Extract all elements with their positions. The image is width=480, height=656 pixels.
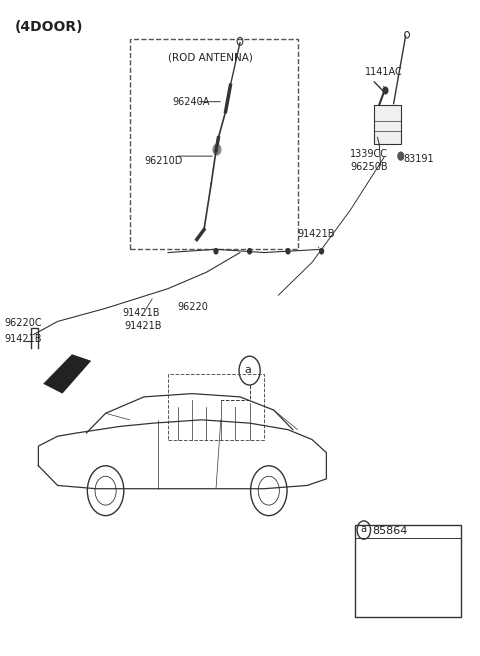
Text: 83191: 83191: [403, 154, 434, 164]
Circle shape: [213, 144, 221, 155]
Circle shape: [320, 249, 324, 254]
Text: 96240A: 96240A: [173, 96, 210, 107]
Text: 1339CC: 1339CC: [350, 149, 388, 159]
Circle shape: [398, 152, 404, 160]
Text: 85864: 85864: [372, 526, 408, 537]
Circle shape: [214, 249, 218, 254]
Text: 91421B: 91421B: [298, 230, 335, 239]
Bar: [130, 39, 298, 249]
Text: 91421B: 91421B: [122, 308, 160, 318]
Circle shape: [286, 249, 290, 254]
Text: a: a: [360, 524, 366, 535]
Text: 96220C: 96220C: [5, 318, 42, 328]
Text: (ROD ANTENNA): (ROD ANTENNA): [168, 52, 253, 62]
Text: 1141AC: 1141AC: [365, 67, 403, 77]
Text: 96250B: 96250B: [350, 162, 388, 173]
Text: 91421B: 91421B: [125, 321, 162, 331]
Bar: [355, 525, 461, 617]
Circle shape: [248, 249, 252, 254]
Text: (4DOOR): (4DOOR): [14, 20, 83, 33]
Circle shape: [383, 87, 388, 94]
Text: 96220: 96220: [178, 302, 208, 312]
Bar: [168, 374, 264, 440]
Text: 91421B: 91421B: [5, 335, 42, 344]
Text: a: a: [245, 365, 252, 375]
Polygon shape: [43, 354, 91, 394]
Text: 96210D: 96210D: [144, 155, 182, 166]
Bar: [374, 105, 401, 144]
